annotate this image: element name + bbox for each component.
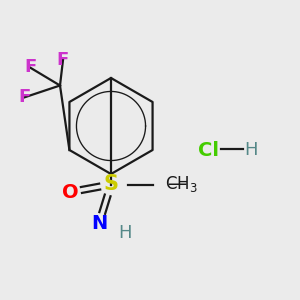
- Text: F: F: [57, 51, 69, 69]
- Text: N: N: [91, 214, 107, 233]
- Text: $\mathregular{CH_3}$: $\mathregular{CH_3}$: [165, 175, 198, 194]
- Text: Cl: Cl: [198, 140, 219, 160]
- Text: F: F: [24, 58, 36, 76]
- Text: H: H: [244, 141, 257, 159]
- Text: F: F: [18, 88, 30, 106]
- Text: —: —: [168, 175, 188, 194]
- Text: S: S: [103, 175, 118, 194]
- Text: O: O: [62, 182, 79, 202]
- Text: H: H: [118, 224, 131, 242]
